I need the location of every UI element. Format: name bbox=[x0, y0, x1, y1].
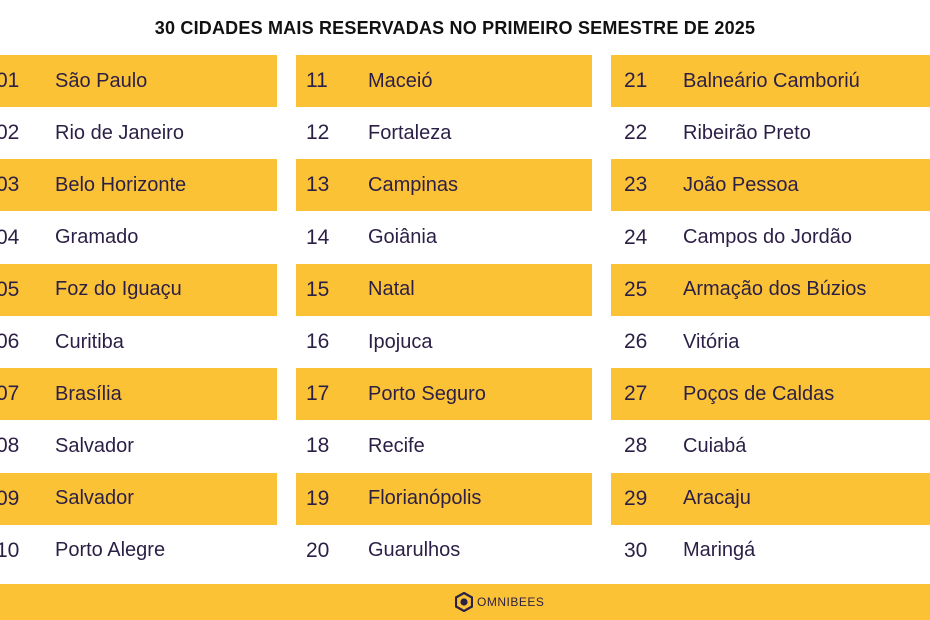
rank-number: 14 bbox=[306, 225, 330, 249]
city-name: Belo Horizonte bbox=[55, 173, 187, 196]
city-name: Aracaju bbox=[683, 487, 751, 510]
list-item: 23 João Pessoa bbox=[611, 159, 930, 212]
city-name: Goiânia bbox=[368, 226, 437, 249]
city-name: Porto Alegre bbox=[55, 539, 166, 562]
list-item: 05 Foz do Iguaçu bbox=[0, 263, 277, 316]
city-name: Campos do Jordão bbox=[683, 226, 852, 249]
list-item: 12 Fortaleza bbox=[296, 107, 592, 159]
rank-number: 09 bbox=[0, 486, 20, 510]
rank-number: 28 bbox=[624, 434, 648, 458]
city-name: São Paulo bbox=[55, 69, 148, 92]
rank-number: 11 bbox=[306, 69, 328, 92]
list-item: 20 Guarulhos bbox=[296, 525, 592, 577]
city-name: Salvador bbox=[55, 487, 134, 510]
rank-number: 24 bbox=[624, 225, 648, 249]
list-item: 22 Ribeirão Preto bbox=[611, 107, 930, 159]
rank-number: 15 bbox=[306, 277, 330, 301]
city-name: Ribeirão Preto bbox=[683, 121, 811, 144]
list-item: 30 Maringá bbox=[611, 525, 930, 577]
rank-number: 29 bbox=[624, 486, 648, 510]
omnibees-logo: OMNIBEES bbox=[455, 592, 544, 612]
logo-text: OMNIBEES bbox=[477, 595, 545, 609]
rank-number: 18 bbox=[306, 434, 330, 458]
rank-number: 07 bbox=[0, 382, 20, 406]
list-item: 24 Campos do Jordão bbox=[611, 212, 930, 264]
rank-number: 12 bbox=[306, 121, 330, 145]
city-name: Recife bbox=[368, 434, 425, 457]
list-item: 15 Natal bbox=[296, 263, 592, 316]
city-name: Curitiba bbox=[55, 330, 124, 353]
rank-number: 23 bbox=[624, 173, 648, 197]
rank-number: 13 bbox=[306, 173, 330, 197]
city-name: João Pessoa bbox=[683, 173, 799, 196]
city-name: Guarulhos bbox=[368, 539, 461, 562]
city-name: Ipojuca bbox=[368, 330, 433, 353]
list-item: 09 Salvador bbox=[0, 472, 277, 525]
list-item: 26 Vitória bbox=[611, 316, 930, 368]
city-name: Brasília bbox=[55, 382, 122, 405]
list-item: 18 Recife bbox=[296, 420, 592, 472]
list-item: 03 Belo Horizonte bbox=[0, 159, 277, 212]
rank-number: 21 bbox=[624, 69, 648, 92]
page-title: 30 CIDADES MAIS RESERVADAS NO PRIMEIRO S… bbox=[154, 18, 756, 38]
rank-number: 08 bbox=[0, 434, 20, 458]
rank-number: 20 bbox=[306, 538, 330, 562]
city-name: Florianópolis bbox=[368, 487, 482, 510]
rank-number: 22 bbox=[624, 121, 648, 145]
rank-number: 26 bbox=[624, 330, 648, 353]
city-name: Foz do Iguaçu bbox=[55, 278, 182, 301]
list-item: 06 Curitiba bbox=[0, 316, 277, 368]
list-item: 13 Campinas bbox=[296, 159, 592, 212]
city-name: Gramado bbox=[55, 226, 139, 249]
rank-number: 05 bbox=[0, 277, 20, 301]
city-name: Rio de Janeiro bbox=[55, 121, 184, 144]
city-name: Maceió bbox=[368, 69, 433, 92]
list-item: 14 Goiânia bbox=[296, 212, 592, 264]
list-item: 07 Brasília bbox=[0, 368, 277, 421]
list-item: 25 Armação dos Búzios bbox=[611, 263, 930, 316]
list-item: 19 Florianópolis bbox=[296, 472, 592, 525]
rank-number: 06 bbox=[0, 330, 20, 353]
city-name: Maringá bbox=[683, 539, 756, 562]
list-item: 28 Cuiabá bbox=[611, 420, 930, 472]
rank-number: 25 bbox=[624, 277, 648, 301]
list-item: 01 São Paulo bbox=[0, 55, 277, 107]
city-name: Cuiabá bbox=[683, 434, 747, 457]
city-name: Salvador bbox=[55, 434, 134, 457]
hexagon-icon bbox=[455, 592, 473, 612]
list-item: 02 Rio de Janeiro bbox=[0, 107, 277, 159]
rank-number: 19 bbox=[306, 486, 330, 510]
list-item: 17 Porto Seguro bbox=[296, 368, 592, 421]
city-name: Fortaleza bbox=[368, 121, 452, 144]
list-item: 10 Porto Alegre bbox=[0, 525, 277, 577]
city-name: Balneário Camboriú bbox=[683, 69, 860, 92]
rank-number: 01 bbox=[0, 69, 20, 92]
list-item: 29 Aracaju bbox=[611, 472, 930, 525]
city-name: Poços de Caldas bbox=[683, 382, 835, 405]
city-name: Campinas bbox=[368, 173, 459, 196]
city-name: Porto Seguro bbox=[368, 382, 486, 405]
city-name: Vitória bbox=[683, 330, 740, 353]
rank-number: 16 bbox=[306, 330, 330, 353]
footer-bar: OMNIBEES bbox=[0, 584, 930, 620]
list-item: 16 Ipojuca bbox=[296, 316, 592, 368]
list-item: 11 Maceió bbox=[296, 55, 592, 107]
list-item: 04 Gramado bbox=[0, 212, 277, 264]
rank-number: 10 bbox=[0, 538, 20, 562]
city-name: Natal bbox=[368, 278, 415, 301]
rank-number: 30 bbox=[624, 538, 648, 562]
rank-number: 17 bbox=[306, 382, 330, 406]
rank-number: 04 bbox=[0, 225, 20, 249]
rank-number: 03 bbox=[0, 173, 20, 197]
list-item: 08 Salvador bbox=[0, 420, 277, 472]
city-name: Armação dos Búzios bbox=[683, 278, 867, 301]
list-item: 27 Poços de Caldas bbox=[611, 368, 930, 421]
list-item: 21 Balneário Camboriú bbox=[611, 55, 930, 107]
rank-number: 02 bbox=[0, 121, 20, 145]
rank-number: 27 bbox=[624, 382, 648, 406]
